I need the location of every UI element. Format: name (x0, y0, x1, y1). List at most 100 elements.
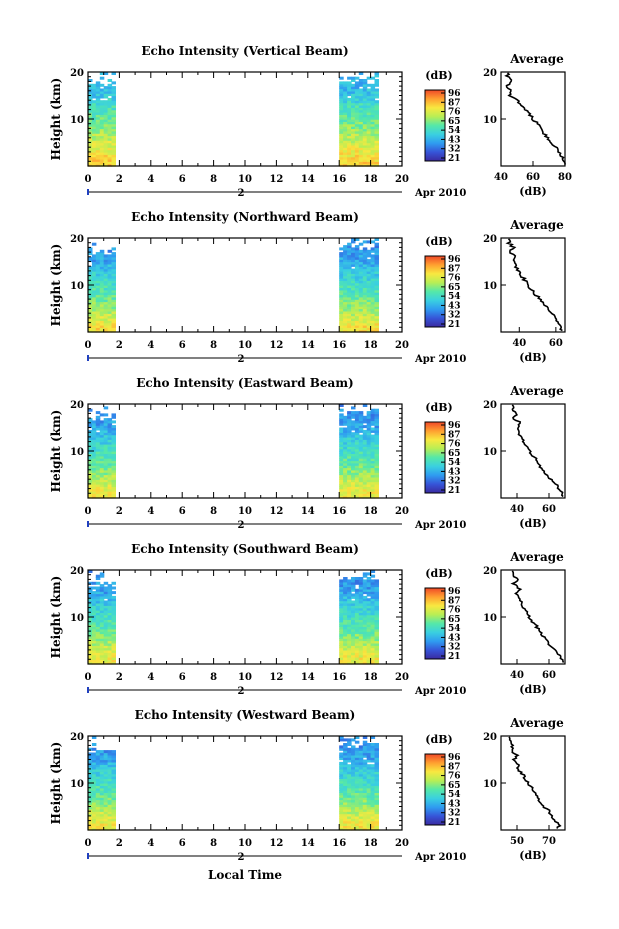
colorbar (424, 753, 446, 826)
heatmap-cell (362, 109, 368, 113)
heatmap-cell (99, 261, 105, 265)
heatmap-cell (347, 306, 352, 310)
heatmap-cell (343, 104, 348, 108)
heatmap-cell (339, 273, 344, 277)
heatmap-cell (354, 441, 360, 445)
heatmap-cell (351, 768, 356, 772)
heatmap-cell (362, 790, 368, 793)
heatmap-cell (339, 778, 344, 782)
heatmap-cell (103, 469, 109, 473)
x-tick-label: 12 (269, 672, 283, 683)
heatmap-cell (343, 436, 348, 440)
x-tick-label: 4 (147, 506, 154, 517)
heatmap-cell (95, 642, 101, 646)
heatmap-cell (351, 261, 356, 265)
heatmap-cell (347, 490, 352, 494)
heatmap-cell (343, 249, 348, 253)
heatmap-cell (362, 294, 368, 298)
heatmap-cell (95, 418, 101, 422)
heatmap-cell (351, 252, 356, 256)
heatmap-cell (107, 287, 113, 291)
heatmap-cell (374, 144, 379, 148)
heatmap-cell (374, 792, 379, 796)
heatmap-cell (366, 467, 372, 471)
heatmap-cell (103, 289, 109, 293)
heatmap-cell (347, 76, 352, 80)
heatmap-cell (103, 107, 109, 111)
heatmap-cell (343, 448, 348, 452)
heatmap-cell (366, 313, 372, 317)
heatmap-cell (374, 481, 379, 485)
heatmap-cell (99, 137, 105, 141)
heatmap-cell (347, 254, 352, 258)
heatmap-cell (366, 811, 372, 815)
heatmap-cell (107, 631, 113, 635)
heatmap-cell (99, 633, 105, 637)
heatmap-cell (95, 308, 101, 312)
profile-y-tick-label: 20 (483, 68, 497, 79)
heatmap-cell (343, 476, 348, 480)
heatmap-cell (88, 766, 93, 770)
heatmap-cell (343, 602, 348, 606)
heatmap-cell (354, 83, 360, 87)
heatmap-cell (88, 768, 93, 772)
heatmap-cell (362, 154, 368, 158)
heatmap-cell (347, 771, 352, 775)
heatmap-cell (343, 142, 348, 146)
heatmap-cell (343, 415, 348, 419)
heatmap-cell (370, 422, 376, 426)
heatmap-cell (343, 797, 348, 801)
heatmap-cell (343, 768, 348, 772)
heatmap-cell (347, 292, 352, 296)
heatmap-cell (374, 429, 379, 433)
heatmap-cell (339, 823, 344, 826)
heatmap-cell (343, 310, 348, 314)
heatmap-cell (347, 263, 352, 267)
heatmap-cell (91, 602, 97, 606)
heatmap-cell (91, 112, 97, 115)
heatmap-cell (103, 588, 109, 592)
heatmap-cell (343, 109, 348, 113)
heatmap-cell (358, 794, 364, 798)
heatmap-cell (95, 90, 101, 94)
heatmap-cell (370, 448, 376, 452)
heatmap-cell (366, 324, 372, 328)
heatmap-cell (343, 790, 348, 793)
heatmap-cell (103, 778, 109, 782)
heatmap-cell (366, 483, 372, 487)
heatmap-cell (339, 119, 344, 122)
heatmap-cell (91, 458, 97, 462)
heatmap-cell (354, 628, 360, 632)
heatmap-cell (366, 147, 372, 151)
heatmap-cell (374, 128, 379, 132)
heatmap-cell (88, 133, 93, 137)
heatmap-cell (95, 154, 101, 158)
heatmap-cell (91, 768, 97, 772)
heatmap-cell (95, 827, 101, 831)
heatmap-cell (374, 104, 379, 108)
heatmap-cell (351, 659, 356, 663)
heatmap-cell (366, 645, 372, 649)
heatmap-cell (103, 320, 109, 324)
heatmap-cell (339, 287, 344, 291)
heatmap-cell (107, 752, 113, 756)
colorbar-tick-label: 54 (448, 292, 461, 302)
heatmap-cell (354, 439, 360, 443)
heatmap-cell (362, 135, 368, 139)
heatmap-cell (370, 273, 376, 277)
heatmap-cell (91, 476, 97, 480)
heatmap-cell (339, 469, 344, 473)
heatmap-cell (358, 647, 364, 651)
heatmap-cell (374, 427, 379, 431)
colorbar-tick-label: 76 (448, 274, 461, 284)
heatmap-cell (95, 317, 101, 321)
heatmap-cell (88, 635, 93, 639)
heatmap-cell (362, 303, 368, 307)
heatmap-cell (374, 598, 379, 602)
heatmap-cell (99, 315, 105, 319)
heatmap-cell (354, 783, 360, 786)
heatmap-cell (99, 792, 105, 796)
heatmap-cell (354, 455, 360, 459)
heatmap-cell (111, 88, 116, 92)
heatmap-cell (88, 320, 93, 324)
